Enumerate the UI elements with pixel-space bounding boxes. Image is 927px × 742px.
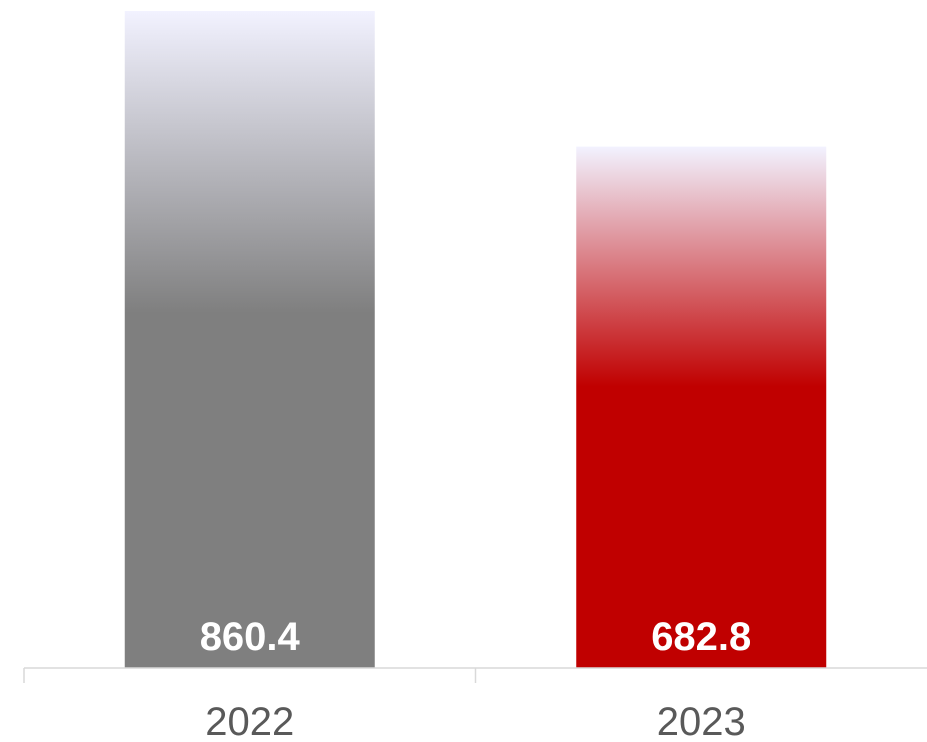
bars-layer	[124, 11, 827, 669]
x-axis	[23, 667, 927, 683]
bar-value-label-2023: 682.8	[651, 615, 751, 659]
bar-value-label-2022: 860.4	[200, 615, 301, 659]
x-tick-label-2022: 2022	[205, 700, 294, 742]
labels-layer: 860.4 2022 682.8 2023	[200, 615, 752, 742]
bar-2022	[124, 11, 375, 668]
x-tick-label-2023: 2023	[657, 700, 746, 742]
bar-2023	[576, 146, 827, 669]
